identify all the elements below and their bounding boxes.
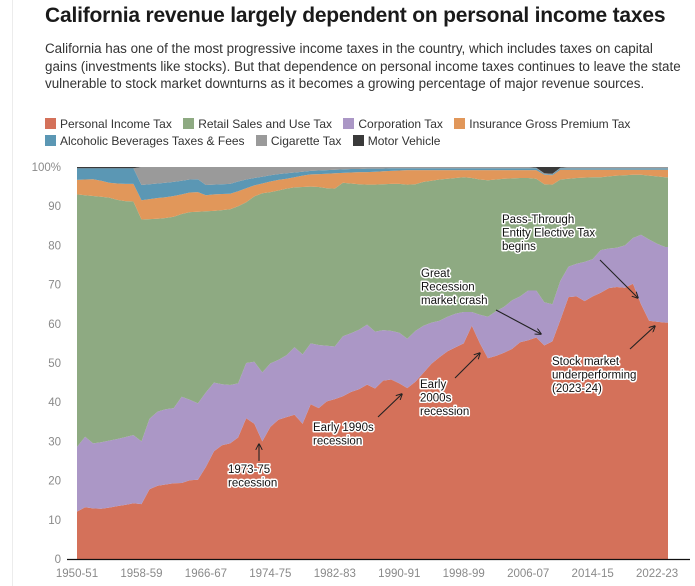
x-tick-label: 2006-07 <box>507 568 549 580</box>
annotations: 1973-75 recession Early 1990s recession Earl… <box>227 213 655 491</box>
annotation-arrow <box>454 353 480 379</box>
annotation: Pass-Through Entity Elective Tax begins <box>501 213 638 298</box>
chart-title: California revenue largely dependent on … <box>45 4 666 27</box>
x-tick-label: 1998-99 <box>443 568 485 580</box>
x-tick-label: 1982-83 <box>314 568 356 580</box>
y-tick-label: 10 <box>48 515 61 527</box>
area-cigarette-tax <box>77 167 668 185</box>
legend-label: Retail Sales and Use Tax <box>198 117 333 131</box>
legend: Personal Income Tax Retail Sales and Use… <box>45 116 645 150</box>
legend-swatch <box>45 135 56 146</box>
x-tick-label: 1958-59 <box>120 568 162 580</box>
y-tick-label: 20 <box>48 476 61 488</box>
area-insurance-gross-premium-tax <box>77 169 668 220</box>
legend-swatch <box>183 118 195 129</box>
annotation-arrow <box>377 394 402 418</box>
y-tick-label: 50 <box>48 358 61 370</box>
legend-item-cigarette-tax[interactable]: Cigarette Tax <box>255 134 342 148</box>
y-tick-label: 0 <box>55 554 61 566</box>
area-alcoholic-beverages-taxes-fees <box>77 168 668 201</box>
y-tick-label: 80 <box>48 240 61 252</box>
area-layers <box>77 167 668 559</box>
annotation-arrow <box>629 326 655 350</box>
legend-label: Insurance Gross Premium Tax <box>469 117 631 131</box>
x-axis: 1950-51 1958-59 1966-67 1974-75 1982-83 1990-… <box>56 558 690 580</box>
chart-subtitle: California has one of the most progressi… <box>45 41 681 91</box>
legend-swatch <box>343 118 355 129</box>
area-corporation-tax <box>77 234 668 512</box>
annotation-label: Stock market underperforming (2023-24) <box>552 356 636 395</box>
area-personal-income-tax <box>77 283 668 559</box>
area-motor-vehicle <box>77 167 668 174</box>
legend-label: Cigarette Tax <box>270 134 342 148</box>
annotation-label: Early 2000s recession <box>420 379 469 418</box>
legend-item-motor-vehicle[interactable]: Motor Vehicle <box>352 134 441 148</box>
annotation: Early 1990s recession <box>312 394 402 449</box>
annotation-arrow <box>599 259 638 298</box>
x-tick-label: 2014-15 <box>572 568 614 580</box>
y-tick-label: 100% <box>32 162 61 174</box>
legend-label: Alcoholic Beverages Taxes & Fees <box>60 134 245 148</box>
legend-item-retail-sales-tax[interactable]: Retail Sales and Use Tax <box>183 117 332 131</box>
legend-swatch <box>45 118 56 129</box>
y-tick-label: 30 <box>48 436 61 448</box>
legend-item-insurance-tax[interactable]: Insurance Gross Premium Tax <box>454 117 630 131</box>
x-tick-label: 1966-67 <box>185 568 227 580</box>
annotation: 1973-75 recession <box>227 444 279 491</box>
area-retail-sales-and-use-tax <box>77 174 668 447</box>
annotation-label: Great Recession market crash <box>421 268 487 307</box>
annotation: Stock market underperforming (2023-24) <box>551 326 655 397</box>
x-tick-label: 1990-91 <box>378 568 420 580</box>
annotation-arrow <box>495 309 541 334</box>
legend-label: Personal Income Tax <box>60 117 172 131</box>
legend-label: Corporation Tax <box>358 117 443 131</box>
annotation: Early 2000s recession <box>419 353 480 420</box>
x-tick-label: 2022-23 <box>636 568 678 580</box>
y-tick-label: 40 <box>48 397 61 409</box>
legend-item-corporation-tax[interactable]: Corporation Tax <box>343 117 443 131</box>
annotation: Great Recession market crash <box>420 267 541 334</box>
x-tick-label: 1950-51 <box>56 568 98 580</box>
y-axis: 0 10 20 30 40 50 60 70 80 90 100% <box>32 162 61 566</box>
legend-swatch <box>352 135 364 146</box>
legend-item-personal-income-tax[interactable]: Personal Income Tax <box>45 117 172 131</box>
annotation-label: Pass-Through Entity Elective Tax begins <box>502 214 595 253</box>
y-tick-label: 90 <box>48 201 61 213</box>
legend-swatch <box>255 135 267 146</box>
legend-swatch <box>454 118 466 129</box>
legend-item-alcoholic-beverages[interactable]: Alcoholic Beverages Taxes & Fees <box>45 134 245 148</box>
y-tick-label: 60 <box>48 319 61 331</box>
y-tick-label: 70 <box>48 280 61 292</box>
legend-label: Motor Vehicle <box>367 134 441 148</box>
annotation-label: Early 1990s recession <box>313 422 374 448</box>
x-tick-label: 1974-75 <box>249 568 291 580</box>
annotation-label: 1973-75 recession <box>228 464 277 490</box>
